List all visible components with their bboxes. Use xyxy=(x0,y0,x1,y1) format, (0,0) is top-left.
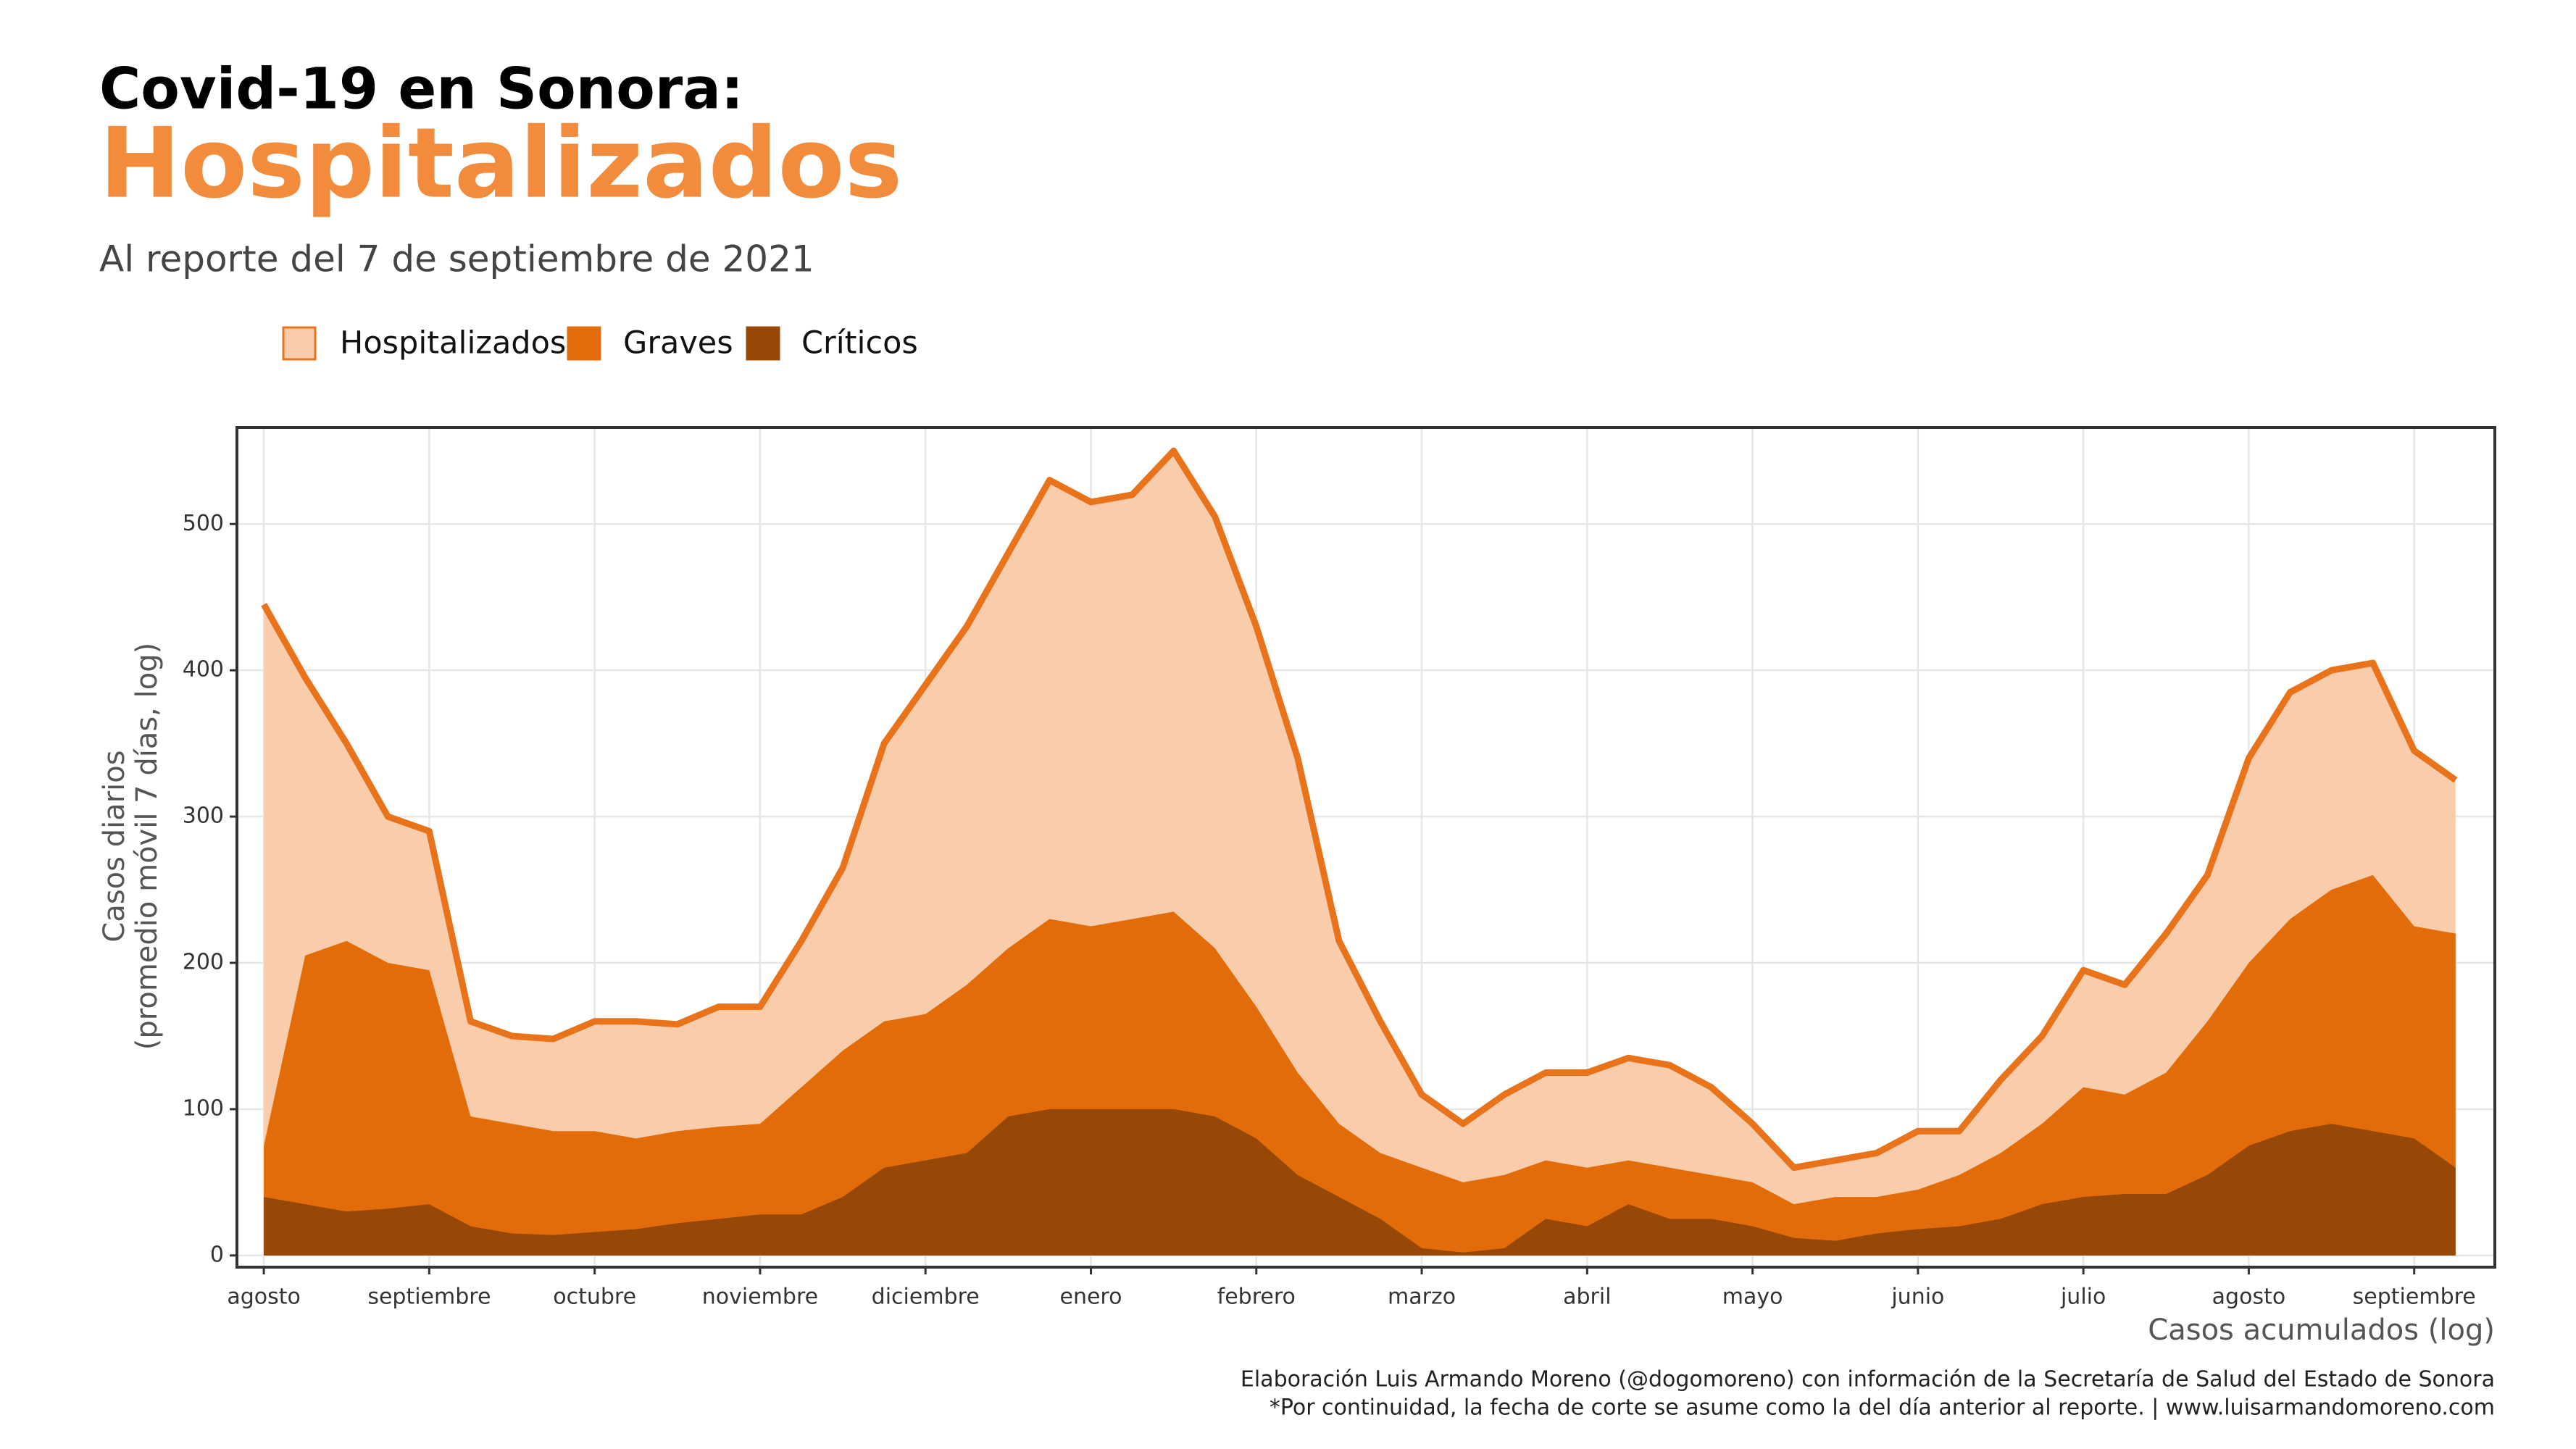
area xyxy=(264,1108,2456,1256)
x-axis-title: Casos acumulados (log) xyxy=(2148,1314,2495,1347)
legend-label: Hospitalizados xyxy=(340,325,566,362)
plot-area: 0 100 200 300 400 500 agosto septiembre octubre n… xyxy=(183,426,2496,1310)
legend-swatch xyxy=(567,326,601,361)
caption: Elaboración Luis Armando Moreno (@dogomo… xyxy=(1241,1367,2495,1392)
x-tick-label: septiembre xyxy=(367,1285,491,1310)
y-tick-label: 300 xyxy=(183,803,224,829)
chart-subtitle: Al reporte del 7 de septiembre de 2021 xyxy=(99,238,814,280)
x-tick-label: diciembre xyxy=(872,1285,980,1310)
x-tick-label: noviembre xyxy=(702,1285,818,1310)
legend-swatch xyxy=(746,326,780,361)
x-tick-label: julio xyxy=(2060,1285,2106,1310)
y-axis-title: Casos diarios xyxy=(98,750,131,942)
chart-headline: Hospitalizados xyxy=(99,107,902,220)
x-tick-label: marzo xyxy=(1388,1285,1456,1310)
legend: Hospitalizados Graves Críticos xyxy=(282,325,918,362)
caption: *Por continuidad, la fecha de corte se a… xyxy=(1270,1395,2495,1421)
legend-label: Graves xyxy=(623,325,733,362)
x-tick-label: mayo xyxy=(1722,1285,1783,1310)
x-tick-label: enero xyxy=(1060,1285,1122,1310)
legend-label: Críticos xyxy=(801,325,918,362)
plot-frame xyxy=(235,426,2496,1269)
chart-title: Covid-19 en Sonora: xyxy=(99,57,743,122)
x-tick-label: febrero xyxy=(1217,1285,1296,1310)
x-tick-label: agosto xyxy=(227,1285,301,1310)
x-tick-label: junio xyxy=(1891,1285,1944,1310)
area xyxy=(264,451,2456,1256)
legend-swatch xyxy=(282,326,317,361)
y-axis-title: (promedio móvil 7 días, log) xyxy=(130,643,164,1050)
x-tick-label: octubre xyxy=(553,1285,636,1310)
x-tick-label: septiembre xyxy=(2353,1285,2476,1310)
y-tick-label: 100 xyxy=(183,1095,224,1121)
y-tick-label: 0 xyxy=(210,1242,224,1267)
y-tick-label: 500 xyxy=(183,511,224,536)
y-tick-label: 400 xyxy=(183,657,224,682)
x-tick-label: agosto xyxy=(2212,1285,2286,1310)
area xyxy=(264,874,2456,1256)
x-tick-label: abril xyxy=(1563,1285,1611,1310)
y-tick-label: 200 xyxy=(183,950,224,975)
series-line xyxy=(261,447,2458,1172)
